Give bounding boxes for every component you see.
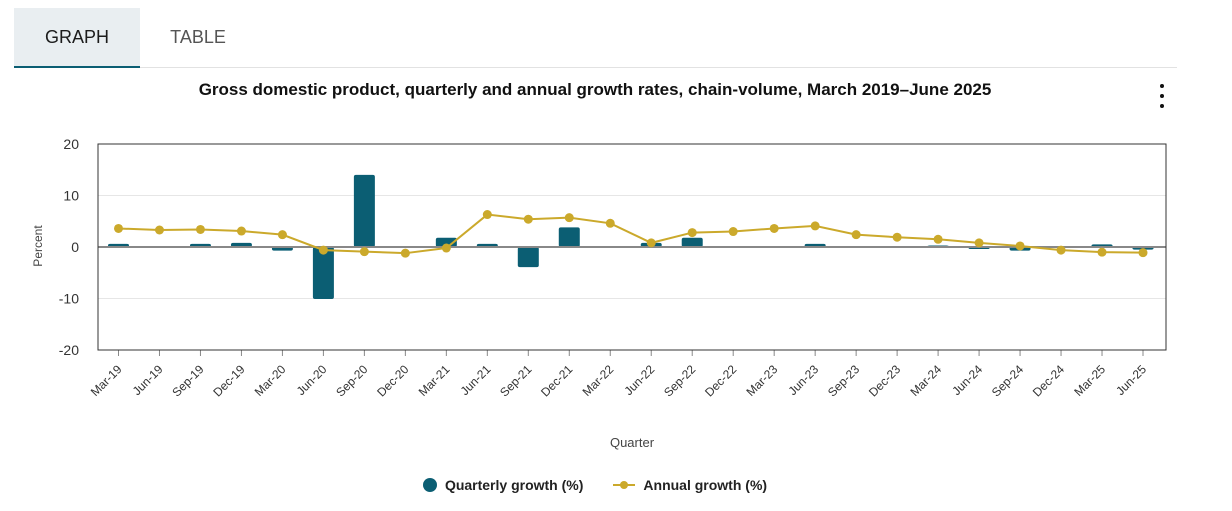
legend-quarterly[interactable]: Quarterly growth (%) xyxy=(422,477,584,493)
annual-point[interactable] xyxy=(1097,247,1107,257)
annual-series-line xyxy=(118,213,1144,255)
x-tick-label: Dec-23 xyxy=(866,362,903,399)
annual-point[interactable] xyxy=(851,230,861,240)
x-tick-label: Jun-24 xyxy=(949,362,985,398)
x-tick-label: Sep-20 xyxy=(333,362,370,399)
x-tick-label: Jun-22 xyxy=(622,362,658,398)
x-tick-label: Dec-21 xyxy=(538,362,575,399)
x-tick-label: Sep-19 xyxy=(169,362,206,399)
tab-table[interactable]: TABLE xyxy=(170,26,226,47)
x-tick-label: Jun-21 xyxy=(458,362,494,398)
x-tick-label: Sep-24 xyxy=(989,362,1026,399)
annual-point[interactable] xyxy=(195,224,205,234)
annual-point[interactable] xyxy=(892,232,902,242)
menu-dot xyxy=(1160,94,1164,98)
annual-point[interactable] xyxy=(359,247,369,257)
tab-bar: GRAPH TABLE xyxy=(14,8,1177,68)
x-tick-label: Dec-20 xyxy=(374,362,411,399)
x-axis-ticks: Mar-19 Jun-19 Sep-19 Dec-19 Mar-20 Jun-20 Sep-… xyxy=(88,350,1149,399)
annual-point[interactable] xyxy=(687,228,697,238)
annual-point[interactable] xyxy=(400,248,410,258)
annual-point[interactable] xyxy=(114,223,123,233)
x-tick-label: Jun-19 xyxy=(130,362,166,398)
y-axis-ticks: 20 10 0 -10 -20 xyxy=(59,136,79,358)
quarterly-bar[interactable] xyxy=(517,247,539,268)
legend: Quarterly growth (%) Annual growth (%) xyxy=(0,477,1190,493)
legend-annual-label: Annual growth (%) xyxy=(643,477,768,493)
annual-point[interactable] xyxy=(728,227,738,237)
annual-point[interactable] xyxy=(1015,241,1025,251)
x-tick-label: Dec-24 xyxy=(1030,362,1067,399)
annual-point[interactable] xyxy=(154,225,164,235)
annual-point[interactable] xyxy=(523,214,533,224)
x-tick-label: Mar-23 xyxy=(744,362,781,399)
x-tick-label: Jun-23 xyxy=(785,362,821,398)
legend-annual-swatch xyxy=(613,478,636,492)
x-tick-label: Mar-20 xyxy=(252,362,289,399)
annual-point[interactable] xyxy=(605,218,615,228)
legend-quarterly-label: Quarterly growth (%) xyxy=(444,477,584,493)
x-tick-label: Mar-21 xyxy=(416,362,453,399)
y-tick-label: 10 xyxy=(63,188,79,204)
x-tick-label: Sep-22 xyxy=(661,362,698,399)
legend-quarterly-swatch xyxy=(422,478,437,492)
y-tick-label: -20 xyxy=(59,342,79,358)
x-tick-label: Mar-22 xyxy=(580,362,617,399)
menu-dot xyxy=(1160,84,1164,88)
annual-point[interactable] xyxy=(810,221,820,231)
annual-point[interactable] xyxy=(1056,245,1066,255)
quarterly-bar[interactable] xyxy=(681,237,703,247)
annual-point[interactable] xyxy=(482,210,492,220)
chart-title: Gross domestic product, quarterly and an… xyxy=(198,80,992,99)
annual-point[interactable] xyxy=(441,243,451,253)
x-tick-label: Mar-19 xyxy=(88,362,125,399)
annual-point[interactable] xyxy=(974,238,984,248)
annual-point[interactable] xyxy=(769,223,779,233)
x-tick-label: Sep-21 xyxy=(497,362,534,399)
annual-point[interactable] xyxy=(646,238,656,248)
annual-point[interactable] xyxy=(236,226,246,236)
y-axis-label: Percent xyxy=(31,225,45,267)
x-tick-label: Mar-24 xyxy=(907,362,944,399)
quarterly-bar[interactable] xyxy=(558,227,580,247)
annual-line xyxy=(114,210,1148,258)
x-tick-label: Dec-22 xyxy=(702,362,739,399)
plot-frame xyxy=(97,143,1167,351)
x-tick-label: Sep-23 xyxy=(825,362,862,399)
annual-point[interactable] xyxy=(1138,248,1148,258)
kebab-menu-icon[interactable] xyxy=(1152,84,1172,108)
x-axis-label: Quarter xyxy=(610,435,655,450)
x-tick-label: Mar-25 xyxy=(1071,362,1108,399)
y-tick-label: 0 xyxy=(71,239,79,255)
tab-graph[interactable]: GRAPH xyxy=(14,8,140,68)
y-tick-label: 20 xyxy=(63,136,79,152)
quarterly-bar[interactable] xyxy=(312,247,334,300)
annual-point[interactable] xyxy=(318,245,328,255)
annual-point[interactable] xyxy=(277,230,287,240)
y-tick-label: -10 xyxy=(59,291,79,307)
quarterly-bars xyxy=(108,174,1154,300)
x-tick-label: Jun-20 xyxy=(294,362,330,398)
x-tick-label: Jun-25 xyxy=(1113,362,1149,398)
quarterly-bar[interactable] xyxy=(230,242,252,247)
menu-dot xyxy=(1160,104,1164,108)
quarterly-bar[interactable] xyxy=(353,174,375,247)
annual-point[interactable] xyxy=(564,213,574,223)
x-tick-label: Dec-19 xyxy=(210,362,247,399)
annual-point[interactable] xyxy=(933,234,943,244)
legend-annual[interactable]: Annual growth (%) xyxy=(613,477,767,493)
